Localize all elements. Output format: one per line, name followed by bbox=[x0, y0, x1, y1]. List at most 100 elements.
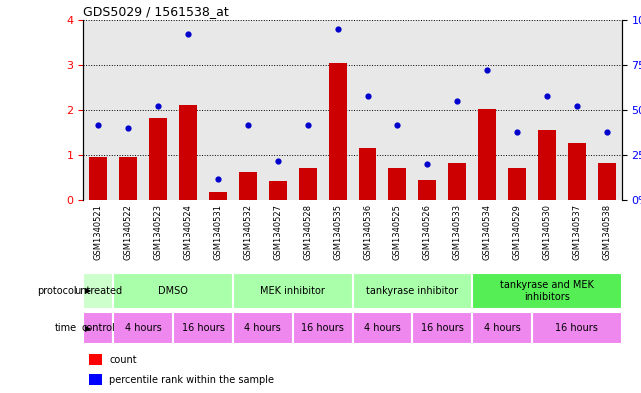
Bar bbox=[419, 180, 437, 200]
Bar bbox=[329, 62, 347, 200]
Bar bbox=[358, 149, 376, 200]
Point bbox=[392, 121, 403, 128]
Text: ▶: ▶ bbox=[85, 286, 91, 295]
Bar bbox=[538, 130, 556, 200]
Text: GSM1340522: GSM1340522 bbox=[124, 204, 133, 260]
Bar bbox=[448, 163, 466, 200]
Bar bbox=[598, 163, 616, 200]
Point bbox=[93, 121, 103, 128]
Text: 4 hours: 4 hours bbox=[125, 323, 162, 333]
Bar bbox=[383, 20, 412, 200]
Text: 4 hours: 4 hours bbox=[244, 323, 281, 333]
Bar bbox=[472, 20, 502, 200]
Bar bbox=[508, 168, 526, 200]
Point bbox=[243, 121, 253, 128]
Bar bbox=[173, 312, 233, 344]
Text: GSM1340524: GSM1340524 bbox=[183, 204, 192, 260]
Bar bbox=[83, 273, 113, 309]
Text: ▶: ▶ bbox=[85, 324, 91, 332]
Point bbox=[303, 121, 313, 128]
Bar bbox=[233, 312, 293, 344]
Point bbox=[512, 129, 522, 135]
Bar bbox=[173, 20, 203, 200]
Bar bbox=[293, 20, 322, 200]
Bar bbox=[502, 20, 532, 200]
Text: 16 hours: 16 hours bbox=[421, 323, 463, 333]
Text: 16 hours: 16 hours bbox=[301, 323, 344, 333]
Bar bbox=[143, 20, 173, 200]
Bar bbox=[233, 273, 353, 309]
Bar bbox=[88, 374, 102, 385]
Bar bbox=[322, 20, 353, 200]
Text: untreated: untreated bbox=[74, 286, 122, 296]
Text: GDS5029 / 1561538_at: GDS5029 / 1561538_at bbox=[83, 6, 229, 18]
Bar bbox=[568, 143, 586, 200]
Text: GSM1340521: GSM1340521 bbox=[94, 204, 103, 260]
Bar bbox=[209, 192, 227, 200]
Text: GSM1340527: GSM1340527 bbox=[273, 204, 282, 260]
Bar bbox=[113, 20, 143, 200]
Bar bbox=[113, 312, 173, 344]
Text: GSM1340526: GSM1340526 bbox=[423, 204, 432, 260]
Bar bbox=[119, 158, 137, 200]
Bar bbox=[472, 273, 622, 309]
Bar bbox=[269, 182, 287, 200]
Text: time: time bbox=[54, 323, 77, 333]
Bar bbox=[179, 105, 197, 200]
Text: GSM1340525: GSM1340525 bbox=[393, 204, 402, 260]
Point bbox=[482, 67, 492, 73]
Text: GSM1340531: GSM1340531 bbox=[213, 204, 222, 260]
Text: count: count bbox=[109, 355, 137, 365]
Bar bbox=[412, 20, 442, 200]
Bar bbox=[478, 109, 496, 200]
Bar bbox=[388, 168, 406, 200]
Text: MEK inhibitor: MEK inhibitor bbox=[260, 286, 325, 296]
Point bbox=[213, 176, 223, 182]
Bar bbox=[293, 312, 353, 344]
Point bbox=[572, 103, 582, 110]
Text: tankyrase and MEK
inhibitors: tankyrase and MEK inhibitors bbox=[500, 280, 594, 301]
Text: GSM1340533: GSM1340533 bbox=[453, 204, 462, 260]
Point bbox=[123, 125, 133, 131]
Point bbox=[272, 158, 283, 164]
Bar bbox=[472, 312, 532, 344]
Bar bbox=[299, 168, 317, 200]
Text: GSM1340528: GSM1340528 bbox=[303, 204, 312, 260]
Bar bbox=[532, 312, 622, 344]
Bar bbox=[89, 158, 107, 200]
Text: 4 hours: 4 hours bbox=[484, 323, 520, 333]
Bar bbox=[353, 20, 383, 200]
Bar bbox=[412, 312, 472, 344]
Text: GSM1340523: GSM1340523 bbox=[154, 204, 163, 260]
Point bbox=[153, 103, 163, 110]
Text: tankyrase inhibitor: tankyrase inhibitor bbox=[366, 286, 458, 296]
Bar bbox=[88, 354, 102, 365]
Point bbox=[362, 92, 372, 99]
Text: GSM1340535: GSM1340535 bbox=[333, 204, 342, 260]
Bar bbox=[233, 20, 263, 200]
Bar bbox=[353, 312, 412, 344]
Text: GSM1340530: GSM1340530 bbox=[542, 204, 551, 260]
Text: GSM1340529: GSM1340529 bbox=[513, 204, 522, 260]
Text: protocol: protocol bbox=[37, 286, 77, 296]
Point bbox=[333, 26, 343, 32]
Point bbox=[542, 92, 552, 99]
Text: GSM1340532: GSM1340532 bbox=[244, 204, 253, 260]
Text: GSM1340534: GSM1340534 bbox=[483, 204, 492, 260]
Bar bbox=[532, 20, 562, 200]
Bar bbox=[353, 273, 472, 309]
Text: percentile rank within the sample: percentile rank within the sample bbox=[109, 375, 274, 385]
Point bbox=[452, 98, 462, 104]
Bar bbox=[592, 20, 622, 200]
Bar bbox=[83, 312, 113, 344]
Text: 16 hours: 16 hours bbox=[556, 323, 598, 333]
Bar bbox=[113, 273, 233, 309]
Bar bbox=[263, 20, 293, 200]
Point bbox=[183, 31, 193, 37]
Text: control: control bbox=[81, 323, 115, 333]
Text: 16 hours: 16 hours bbox=[181, 323, 224, 333]
Point bbox=[422, 161, 433, 167]
Point bbox=[602, 129, 612, 135]
Bar bbox=[239, 173, 257, 200]
Bar bbox=[203, 20, 233, 200]
